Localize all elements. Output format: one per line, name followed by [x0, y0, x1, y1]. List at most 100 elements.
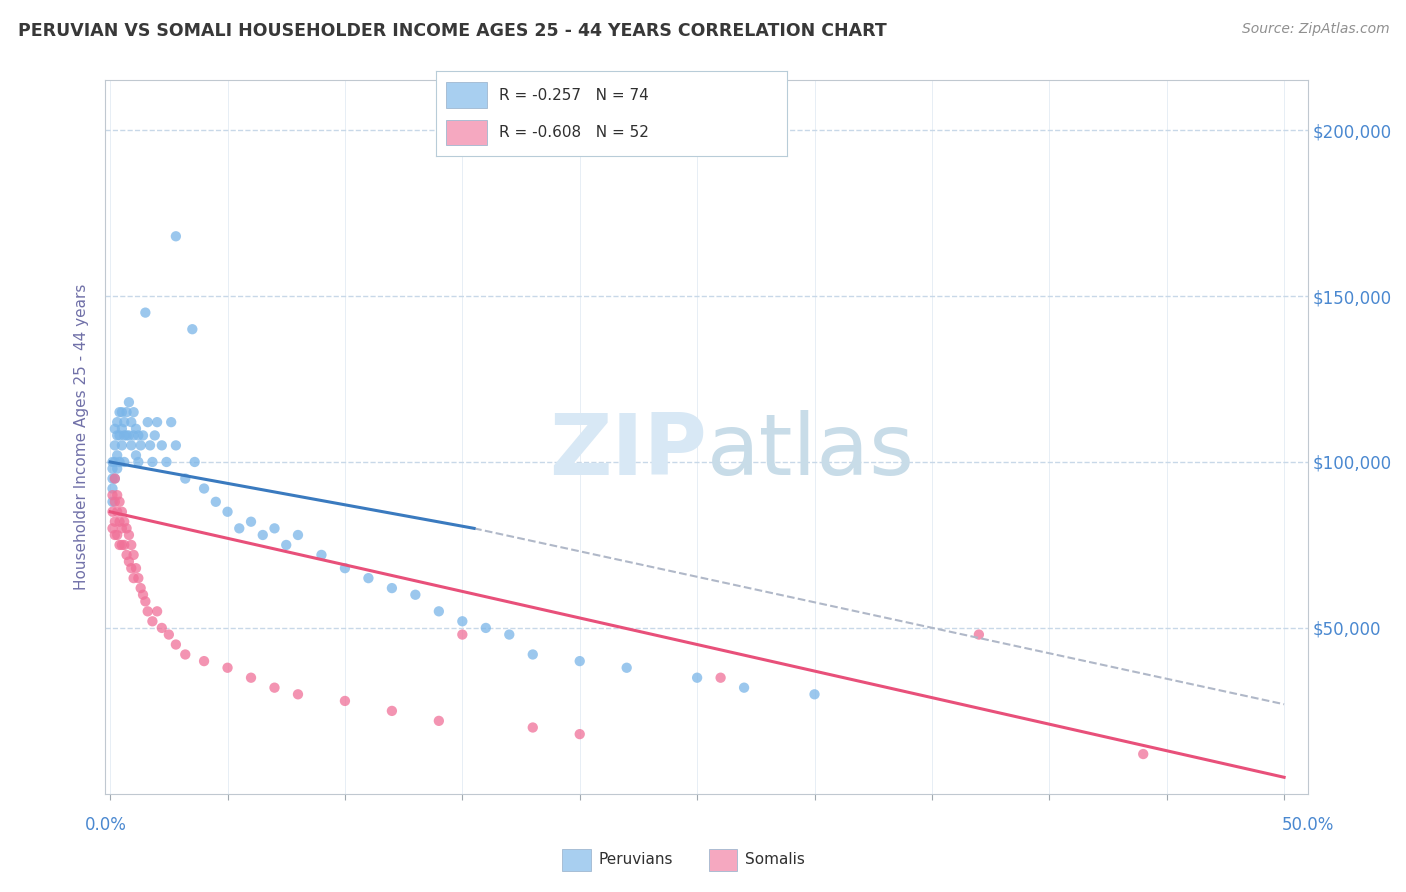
- Point: [165, 229, 187, 244]
- Point: [101, 461, 124, 475]
- Point: [132, 588, 155, 602]
- Point: [127, 455, 149, 469]
- Point: [101, 521, 124, 535]
- Point: [228, 521, 250, 535]
- Point: [104, 495, 127, 509]
- Point: [174, 472, 197, 486]
- Point: [193, 654, 215, 668]
- Point: [803, 687, 825, 701]
- Point: [101, 488, 124, 502]
- FancyBboxPatch shape: [562, 848, 591, 871]
- Text: PERUVIAN VS SOMALI HOUSEHOLDER INCOME AGES 25 - 44 YEARS CORRELATION CHART: PERUVIAN VS SOMALI HOUSEHOLDER INCOME AG…: [18, 22, 887, 40]
- Point: [141, 455, 163, 469]
- Point: [104, 438, 127, 452]
- FancyBboxPatch shape: [447, 120, 486, 145]
- Point: [263, 681, 285, 695]
- Point: [165, 438, 187, 452]
- Point: [120, 438, 142, 452]
- Point: [111, 405, 134, 419]
- Point: [105, 428, 128, 442]
- Point: [427, 604, 450, 618]
- Point: [287, 687, 309, 701]
- Point: [252, 528, 274, 542]
- Point: [217, 505, 239, 519]
- Point: [120, 538, 142, 552]
- Point: [146, 415, 169, 429]
- Point: [118, 428, 141, 442]
- Point: [104, 472, 127, 486]
- Point: [122, 548, 145, 562]
- Point: [1132, 747, 1154, 761]
- Point: [174, 648, 197, 662]
- Point: [108, 538, 131, 552]
- Point: [112, 428, 135, 442]
- Text: atlas: atlas: [707, 409, 914, 493]
- Point: [451, 615, 474, 629]
- Point: [333, 694, 356, 708]
- Point: [125, 561, 148, 575]
- Point: [101, 482, 124, 496]
- Point: [357, 571, 380, 585]
- Point: [108, 455, 131, 469]
- Point: [240, 671, 263, 685]
- Point: [111, 422, 134, 436]
- Point: [105, 528, 128, 542]
- Point: [381, 581, 404, 595]
- Point: [105, 461, 128, 475]
- Point: [568, 654, 591, 668]
- Point: [475, 621, 498, 635]
- Point: [217, 661, 239, 675]
- Point: [276, 538, 298, 552]
- Point: [451, 627, 474, 641]
- FancyBboxPatch shape: [709, 848, 737, 871]
- Point: [108, 405, 131, 419]
- Point: [101, 472, 124, 486]
- Point: [125, 448, 148, 462]
- Point: [104, 455, 127, 469]
- Point: [111, 538, 134, 552]
- Point: [141, 615, 163, 629]
- Text: 50.0%: 50.0%: [1281, 816, 1334, 834]
- Point: [160, 415, 183, 429]
- Point: [733, 681, 755, 695]
- Point: [104, 515, 127, 529]
- Point: [108, 428, 131, 442]
- Point: [112, 538, 135, 552]
- Point: [263, 521, 285, 535]
- Point: [108, 515, 131, 529]
- Text: R = -0.257   N = 74: R = -0.257 N = 74: [499, 87, 650, 103]
- Point: [101, 455, 124, 469]
- Point: [122, 405, 145, 419]
- Point: [134, 305, 156, 319]
- Point: [105, 448, 128, 462]
- Point: [193, 482, 215, 496]
- Text: R = -0.608   N = 52: R = -0.608 N = 52: [499, 125, 650, 140]
- Point: [710, 671, 733, 685]
- Point: [101, 505, 124, 519]
- Point: [139, 438, 162, 452]
- Point: [522, 648, 544, 662]
- Point: [118, 555, 141, 569]
- Point: [150, 438, 173, 452]
- Point: [181, 322, 204, 336]
- Point: [616, 661, 638, 675]
- Point: [132, 428, 155, 442]
- Point: [498, 627, 520, 641]
- Point: [311, 548, 333, 562]
- Point: [127, 428, 149, 442]
- Text: 0.0%: 0.0%: [84, 816, 127, 834]
- Point: [183, 455, 205, 469]
- Point: [120, 415, 142, 429]
- Point: [108, 495, 131, 509]
- Point: [157, 627, 180, 641]
- Point: [104, 528, 127, 542]
- Text: Source: ZipAtlas.com: Source: ZipAtlas.com: [1241, 22, 1389, 37]
- Text: ZIP: ZIP: [548, 409, 707, 493]
- Point: [118, 395, 141, 409]
- Point: [967, 627, 990, 641]
- Point: [127, 571, 149, 585]
- Point: [204, 495, 226, 509]
- Point: [129, 581, 152, 595]
- Point: [111, 505, 134, 519]
- Point: [404, 588, 426, 602]
